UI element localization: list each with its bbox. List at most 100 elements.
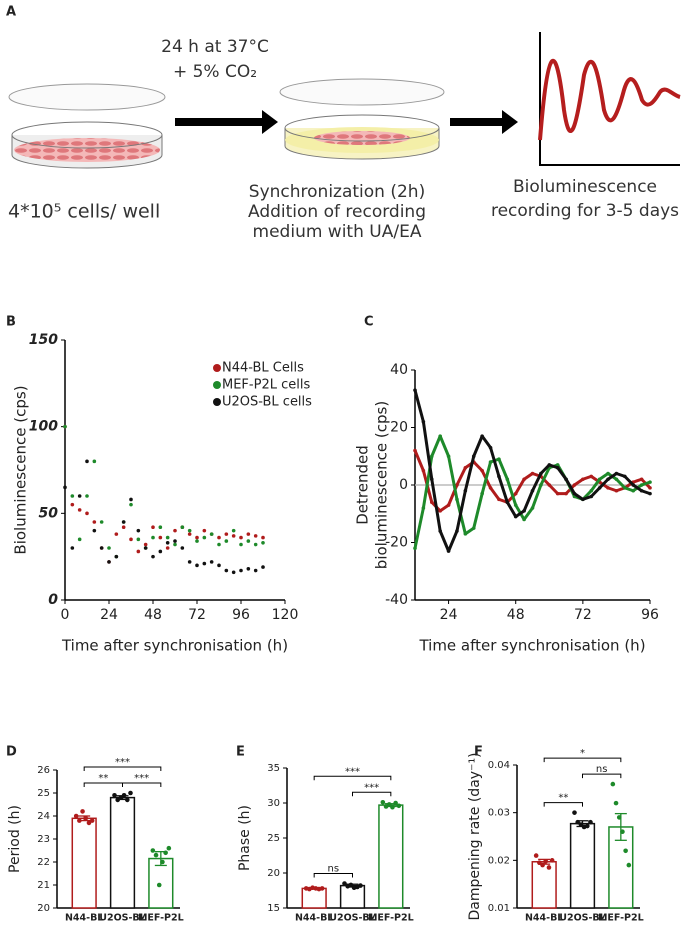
data-point [129, 502, 133, 507]
data-point [70, 546, 75, 550]
dish-seeding [8, 83, 166, 169]
data-point [463, 532, 468, 536]
significance-bracket [582, 773, 622, 779]
y-tick-label: 40 [390, 362, 408, 378]
data-point [549, 858, 555, 863]
significance-label: ns [328, 864, 340, 875]
significance-bracket [122, 782, 162, 787]
data-point [537, 860, 542, 866]
data-point [530, 488, 535, 493]
data-point [513, 503, 518, 507]
y-tick-label: 24 [37, 811, 50, 822]
panel-label: A [6, 5, 16, 20]
significance-label: ns [596, 764, 608, 775]
data-point [115, 797, 120, 803]
significance-bracket [543, 757, 622, 763]
data-point [121, 793, 127, 798]
data-point [480, 434, 484, 438]
significance-bracket [313, 775, 392, 781]
data-point [165, 541, 170, 545]
data-point [386, 802, 392, 807]
data-point [136, 528, 141, 533]
data-point [224, 539, 229, 543]
data-point [83, 816, 89, 821]
data-point [209, 560, 214, 564]
data-point [446, 503, 451, 507]
panel-label: C [364, 315, 374, 330]
data-point [393, 800, 398, 806]
x-tick-label: N44-BL [65, 913, 103, 924]
y-tick-label: 0.03 [488, 808, 510, 819]
significance-label: *** [364, 782, 379, 793]
data-point [89, 818, 95, 823]
data-point [639, 483, 644, 487]
x-tick-label: MEF-P2L [598, 913, 644, 924]
data-point [589, 494, 594, 499]
data-point [114, 554, 119, 559]
bar [378, 804, 404, 909]
data-point [530, 506, 535, 510]
x-tick-label: 0 [61, 607, 70, 623]
data-point [217, 535, 221, 540]
data-point [173, 542, 177, 547]
data-point [231, 528, 236, 533]
data-point [564, 491, 568, 496]
y-tick-label: 0.02 [488, 855, 510, 866]
data-point [253, 534, 258, 538]
data-point [85, 511, 89, 516]
data-point [85, 494, 89, 498]
legend-marker [213, 381, 221, 389]
condition: + 5% CO₂ [173, 62, 257, 82]
y-axis-label: Detrended [354, 445, 372, 525]
data-point [209, 532, 214, 536]
data-point [187, 528, 192, 533]
data-point [505, 477, 510, 482]
data-point [606, 471, 610, 476]
data-point [623, 486, 627, 490]
data-point [202, 528, 207, 533]
y-axis-label: Period (h) [7, 805, 23, 873]
data-point [572, 491, 577, 496]
legend-marker [213, 364, 221, 372]
data-point [471, 526, 476, 530]
data-point [581, 497, 585, 502]
data-point [429, 454, 434, 459]
data-point [128, 790, 133, 796]
data-point [589, 488, 594, 493]
significance-label: ** [558, 793, 568, 804]
data-point [639, 477, 644, 482]
data-point [158, 549, 163, 554]
data-point [151, 535, 155, 540]
data-point [143, 546, 148, 550]
data-point [77, 508, 82, 512]
data-point [246, 539, 251, 543]
data-point [195, 539, 199, 543]
data-point [129, 537, 133, 542]
data-point [438, 529, 442, 533]
data-point [163, 850, 168, 856]
data-point [107, 560, 111, 564]
step-text: medium with UA/EA [253, 222, 422, 242]
data-point [136, 537, 141, 542]
data-point [648, 480, 652, 484]
data-point [358, 883, 363, 888]
data-point [597, 477, 602, 482]
data-point [107, 546, 111, 550]
data-point [173, 539, 177, 543]
bar [569, 822, 596, 909]
data-point [572, 483, 577, 487]
significance-bracket [83, 766, 162, 771]
data-point [455, 483, 459, 487]
data-point [522, 509, 526, 513]
data-point [438, 509, 442, 513]
data-point [530, 471, 535, 476]
data-point [480, 468, 484, 473]
data-point [505, 500, 510, 505]
data-point [413, 546, 417, 551]
data-point [187, 532, 192, 536]
data-point [77, 818, 82, 823]
data-point [480, 491, 484, 496]
y-tick-label: 25 [37, 788, 50, 799]
data-point [623, 848, 628, 854]
y-tick-label: 150 [29, 332, 58, 348]
